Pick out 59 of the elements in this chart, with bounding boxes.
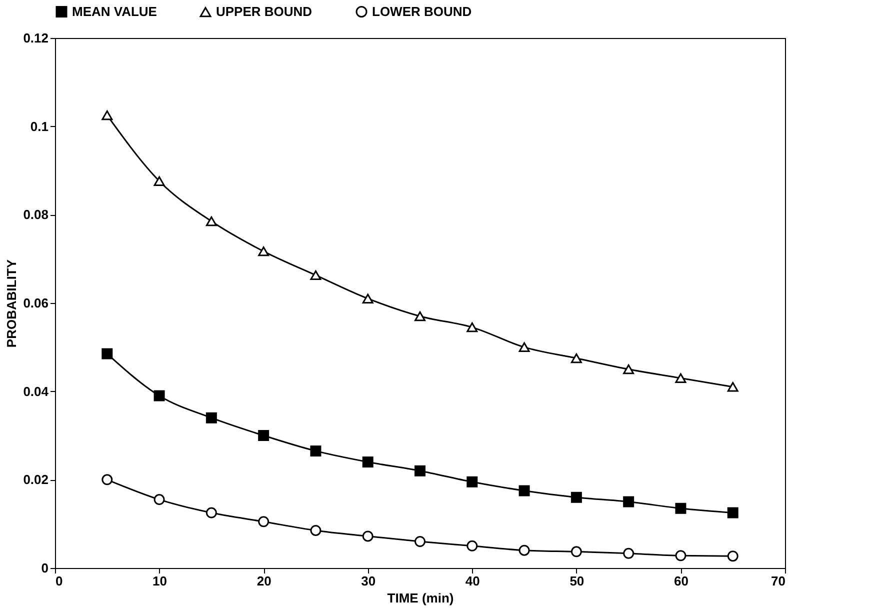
point [362,530,374,542]
x-tick-label: 50 [570,574,584,588]
point [727,550,738,562]
point [675,502,686,514]
point [623,548,634,559]
point [570,492,582,503]
y-tick-label: 0.1 [30,118,48,134]
point [570,353,582,364]
point [414,311,426,322]
point [362,294,374,304]
point [206,507,217,518]
point [206,216,217,226]
point [518,342,530,352]
x-tick-label: 0 [56,574,63,588]
point [154,176,165,186]
point [258,430,270,441]
point [466,540,478,552]
y-axis-title: PROBABILITY [4,259,20,348]
y-tick-label: 0.06 [23,296,48,310]
point [727,382,738,392]
point [466,322,478,332]
point [102,348,113,360]
y-tick-label: 0.12 [23,30,48,46]
x-tick-label: 70 [771,574,786,588]
point [102,110,113,120]
x-tick-label: 10 [152,574,168,588]
point [154,494,165,506]
legend-label: UPPER BOUND [216,4,312,20]
point [310,270,322,280]
x-axis-title: TIME (min) [387,590,454,606]
x-tick-label: 20 [256,574,272,588]
point [258,516,270,528]
point [310,445,322,456]
point [414,465,426,476]
x-tick-label: 60 [674,574,688,588]
point [258,246,270,256]
point [727,507,738,518]
y-tick-label: 0 [41,560,48,576]
point [623,496,634,508]
x-tick-label: 40 [465,574,480,588]
point [466,476,478,488]
legend-label: LOWER BOUND [372,4,472,19]
legend-label: MEAN VALUE [72,4,158,19]
point [362,456,374,468]
point [414,536,426,547]
y-tick-label: 0.08 [23,207,48,222]
point [154,390,165,402]
point [518,485,530,496]
x-tick-label: 30 [361,574,376,588]
point [675,550,686,562]
point [623,364,634,374]
point [206,412,217,424]
point [518,544,530,556]
point [675,373,686,383]
point [570,546,582,558]
y-tick-label: 0.04 [23,384,50,399]
point [102,474,113,486]
y-tick-label: 0.02 [23,472,48,488]
point [310,524,322,536]
